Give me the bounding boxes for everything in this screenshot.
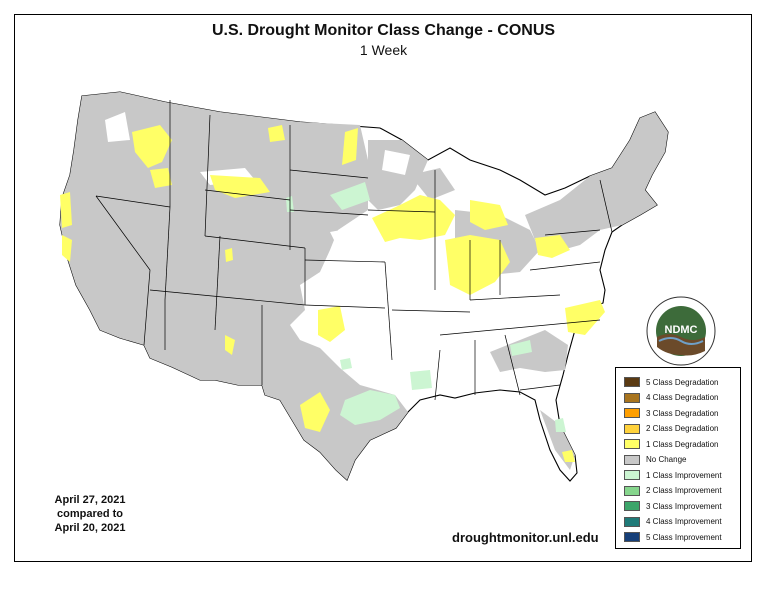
legend-swatch [624,454,640,465]
legend-label: 1 Class Degradation [646,439,719,449]
legend-swatch [624,470,640,480]
legend-item: 1 Class Degradation [624,438,718,450]
legend-label: 3 Class Degradation [646,408,719,418]
legend-swatch [624,516,640,527]
one-class-improvement-areas [286,182,566,432]
legend-swatch [624,408,640,418]
legend-item: 5 Class Improvement [624,531,722,543]
legend-swatch [624,485,640,496]
compared-to-label: compared to [56,508,123,520]
legend-item: No Change [624,454,686,466]
legend-label: 3 Class Improvement [646,501,722,511]
legend-item: 4 Class Degradation [624,392,718,404]
legend-item: 5 Class Degradation [624,376,718,388]
logo-abbrev: NDMC [665,324,698,336]
map-title: U.S. Drought Monitor Class Change - CONU… [211,22,556,39]
legend-label: No Change [646,455,687,464]
legend-label: 5 Class Improvement [646,532,722,542]
legend: 5 Class Degradation 4 Class Degradation 3 … [615,367,741,549]
legend-item: 3 Class Degradation [624,407,718,419]
legend-label: 4 Class Improvement [646,517,722,526]
legend-item: 4 Class Improvement [624,516,722,528]
current-date: April 27, 2021 [54,494,126,506]
legend-swatch [624,377,640,387]
legend-item: 2 Class Improvement [624,485,722,497]
one-class-degradation-areas [60,125,605,462]
legend-swatch [624,532,640,542]
legend-swatch [624,392,640,403]
previous-date: April 20, 2021 [54,522,126,534]
website-url[interactable]: droughtmonitor.unl.edu [452,530,599,545]
map-subtitle: 1 Week [359,42,408,58]
legend-swatch [624,501,640,511]
legend-swatch [624,423,640,434]
ndmc-logo: NDMC [645,295,717,372]
legend-label: 4 Class Degradation [646,393,719,402]
date-block: April 27, 2021 compared to April 20, 202… [40,493,140,535]
legend-item: 3 Class Improvement [624,500,722,512]
legend-label: 2 Class Degradation [646,424,719,433]
legend-item: 2 Class Degradation [624,423,718,435]
legend-label: 5 Class Degradation [646,377,719,387]
legend-label: 2 Class Improvement [646,486,722,495]
legend-swatch [624,439,640,449]
legend-label: 1 Class Improvement [646,470,722,480]
state-boundaries [95,100,613,401]
legend-item: 1 Class Improvement [624,469,722,481]
